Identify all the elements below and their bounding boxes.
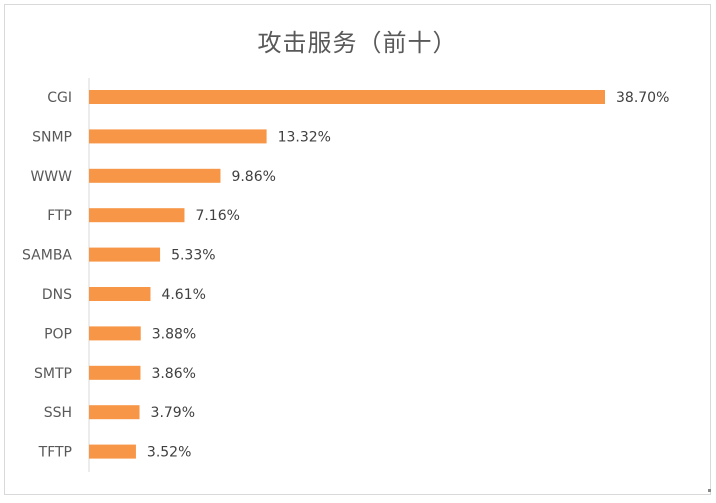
- bar-samba: [89, 247, 161, 262]
- bar-tftp: [89, 444, 136, 459]
- category-label: POP: [44, 326, 72, 342]
- bar-dns: [89, 287, 151, 301]
- data-label: 3.88%: [152, 326, 196, 342]
- category-label: TFTP: [38, 445, 72, 461]
- data-label: 7.16%: [195, 208, 239, 224]
- category-label: CGI: [47, 90, 72, 106]
- category-label: SMTP: [34, 366, 72, 382]
- data-label: 3.79%: [151, 405, 195, 421]
- data-label: 9.86%: [231, 169, 275, 185]
- category-label: WWW: [30, 169, 72, 185]
- category-label: DNS: [42, 287, 72, 303]
- data-label: 38.70%: [616, 90, 669, 106]
- bar-www: [89, 168, 221, 183]
- category-label: SSH: [44, 405, 72, 421]
- bar-snmp: [89, 129, 267, 144]
- category-label: FTP: [47, 208, 72, 224]
- category-label: SAMBA: [22, 248, 72, 264]
- bar-ssh: [89, 405, 140, 420]
- data-label: 3.86%: [151, 366, 195, 382]
- bar-pop: [89, 326, 141, 341]
- chart-title: 攻击服务（前十）: [257, 29, 458, 57]
- bar-smtp: [89, 365, 141, 380]
- bar-cgi: [89, 90, 605, 104]
- category-label: SNMP: [32, 129, 72, 145]
- resize-handle[interactable]: [708, 489, 711, 492]
- data-label: 4.61%: [161, 287, 205, 303]
- data-label: 3.52%: [147, 445, 191, 461]
- data-label: 13.32%: [278, 129, 331, 145]
- data-label: 5.33%: [171, 248, 215, 264]
- bar-ftp: [89, 208, 185, 223]
